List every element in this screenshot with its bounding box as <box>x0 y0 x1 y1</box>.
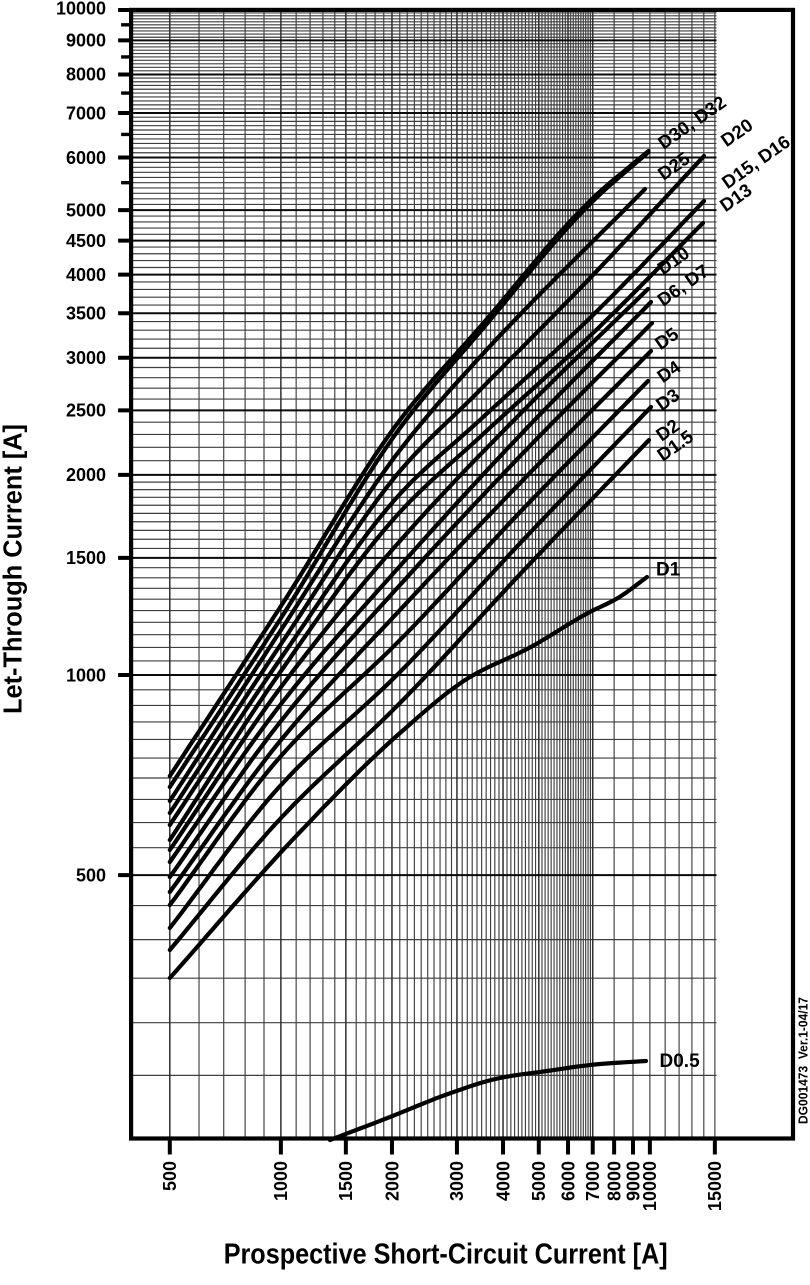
svg-text:8000: 8000 <box>66 65 106 85</box>
svg-text:6000: 6000 <box>558 1161 578 1201</box>
svg-text:2500: 2500 <box>66 401 106 421</box>
svg-text:DG001473 Ver.1-04/17: DG001473 Ver.1-04/17 <box>796 997 810 1124</box>
svg-text:500: 500 <box>76 866 106 886</box>
svg-text:D0.5: D0.5 <box>660 1051 701 1072</box>
svg-text:3000: 3000 <box>447 1161 467 1201</box>
svg-text:4000: 4000 <box>493 1161 513 1201</box>
svg-text:Prospective Short-Circuit Curr: Prospective Short-Circuit Current [A] <box>224 1239 668 1271</box>
svg-text:1500: 1500 <box>336 1161 356 1201</box>
svg-text:7000: 7000 <box>583 1161 603 1201</box>
svg-text:4000: 4000 <box>66 265 106 285</box>
svg-text:9000: 9000 <box>66 31 106 51</box>
svg-text:4500: 4500 <box>66 231 106 251</box>
svg-text:8000: 8000 <box>604 1161 624 1201</box>
svg-text:3500: 3500 <box>66 304 106 324</box>
svg-text:2000: 2000 <box>66 465 106 485</box>
svg-text:500: 500 <box>160 1161 180 1191</box>
svg-text:2000: 2000 <box>382 1161 402 1201</box>
svg-text:7000: 7000 <box>66 103 106 123</box>
svg-text:D1: D1 <box>656 560 681 581</box>
svg-text:5000: 5000 <box>66 201 106 221</box>
svg-text:15000: 15000 <box>705 1161 725 1211</box>
svg-text:1500: 1500 <box>66 548 106 568</box>
svg-text:6000: 6000 <box>66 148 106 168</box>
svg-text:1000: 1000 <box>66 665 106 685</box>
svg-text:10000: 10000 <box>56 0 106 19</box>
svg-text:5000: 5000 <box>529 1161 549 1201</box>
svg-text:Let-Through Current [A]: Let-Through Current [A] <box>0 424 28 714</box>
svg-text:3000: 3000 <box>66 348 106 368</box>
svg-text:10000: 10000 <box>640 1161 660 1211</box>
svg-text:1000: 1000 <box>271 1161 291 1201</box>
